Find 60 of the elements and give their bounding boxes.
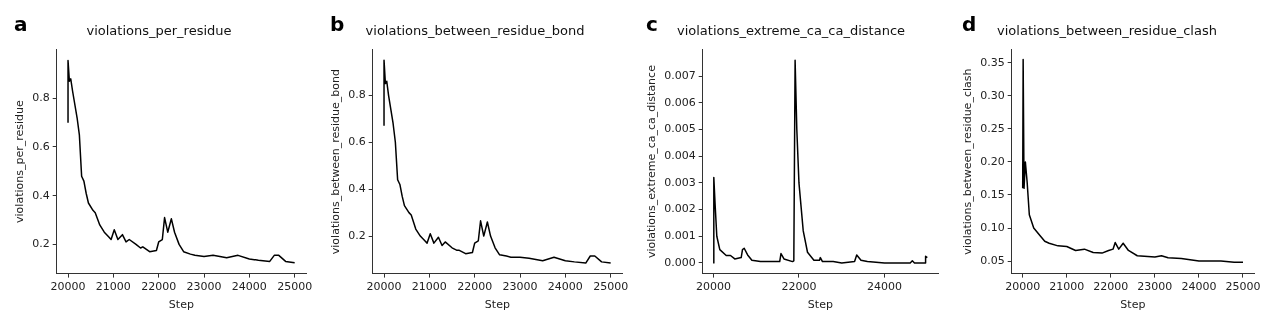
- y-tick-label: 0.10: [980, 220, 1005, 234]
- y-tick-label: 0.003: [664, 175, 696, 189]
- x-tick-label: 21000: [95, 280, 131, 294]
- x-tick-label: 24000: [1181, 280, 1217, 294]
- x-tick-label: 22000: [457, 280, 493, 294]
- x-tick-label: 20000: [366, 280, 402, 294]
- y-axis-title: violations_per_residue: [13, 100, 27, 223]
- chart-title: violations_per_residue: [86, 23, 232, 39]
- y-tick-label: 0.30: [980, 88, 1005, 102]
- y-tick-label: 0.25: [980, 121, 1005, 135]
- y-axis-title: violations_between_residue_clash: [961, 68, 975, 255]
- text: d: [962, 12, 977, 37]
- x-axis-title: Step: [807, 298, 833, 312]
- y-axis-title: violations_between_residue_bond: [329, 69, 343, 255]
- x-tick-label: 23000: [186, 280, 222, 294]
- y-tick-label: 0.005: [664, 122, 696, 136]
- y-tick-label: 0.8: [348, 88, 366, 102]
- x-axis-title: Step: [168, 298, 194, 312]
- text: c: [646, 12, 658, 37]
- x-tick-label: 23000: [502, 280, 538, 294]
- x-tick-label: 23000: [1137, 280, 1173, 294]
- x-tick-label: 24000: [867, 280, 903, 294]
- x-tick-label: 22000: [781, 280, 817, 294]
- y-tick-label: 0.4: [348, 182, 366, 196]
- y-tick-label: 0.006: [664, 95, 696, 109]
- x-tick-label: 22000: [1093, 280, 1129, 294]
- x-tick-label: 25000: [1225, 280, 1261, 294]
- x-tick-label: 21000: [1049, 280, 1085, 294]
- y-tick-label: 0.000: [664, 255, 696, 269]
- text: a: [14, 12, 28, 37]
- chart-title: violations_extreme_ca_ca_distance: [676, 23, 906, 39]
- y-tick-label: 0.05: [980, 253, 1005, 267]
- x-tick-label: 25000: [277, 280, 313, 294]
- text: b: [330, 12, 345, 37]
- x-tick-label: 21000: [411, 280, 447, 294]
- y-tick-label: 0.20: [980, 154, 1005, 168]
- chart-title: violations_between_residue_clash: [997, 23, 1217, 39]
- chart-title: violations_between_residue_bond: [365, 23, 585, 39]
- x-axis-title: Step: [484, 298, 510, 312]
- x-tick-label: 25000: [593, 280, 629, 294]
- y-tick-label: 0.35: [980, 55, 1005, 69]
- y-tick-label: 0.2: [348, 228, 366, 242]
- x-tick-label: 20000: [50, 280, 86, 294]
- y-tick-label: 0.6: [348, 135, 366, 149]
- y-tick-label: 0.15: [980, 187, 1005, 201]
- x-axis-title: Step: [1120, 298, 1146, 312]
- y-tick-label: 0.004: [664, 149, 696, 163]
- x-tick-label: 24000: [231, 280, 267, 294]
- y-tick-label: 0.6: [32, 139, 50, 153]
- x-tick-label: 20000: [1005, 280, 1041, 294]
- x-tick-label: 22000: [141, 280, 177, 294]
- x-tick-label: 20000: [695, 280, 731, 294]
- y-tick-label: 0.8: [32, 91, 50, 105]
- y-tick-label: 0.007: [664, 69, 696, 83]
- y-tick-label: 0.2: [32, 237, 50, 251]
- y-tick-label: 0.001: [664, 229, 696, 243]
- y-tick-label: 0.002: [664, 202, 696, 216]
- y-tick-label: 0.4: [32, 188, 50, 202]
- x-tick-label: 24000: [547, 280, 583, 294]
- y-axis-title: violations_extreme_ca_ca_distance: [645, 64, 659, 259]
